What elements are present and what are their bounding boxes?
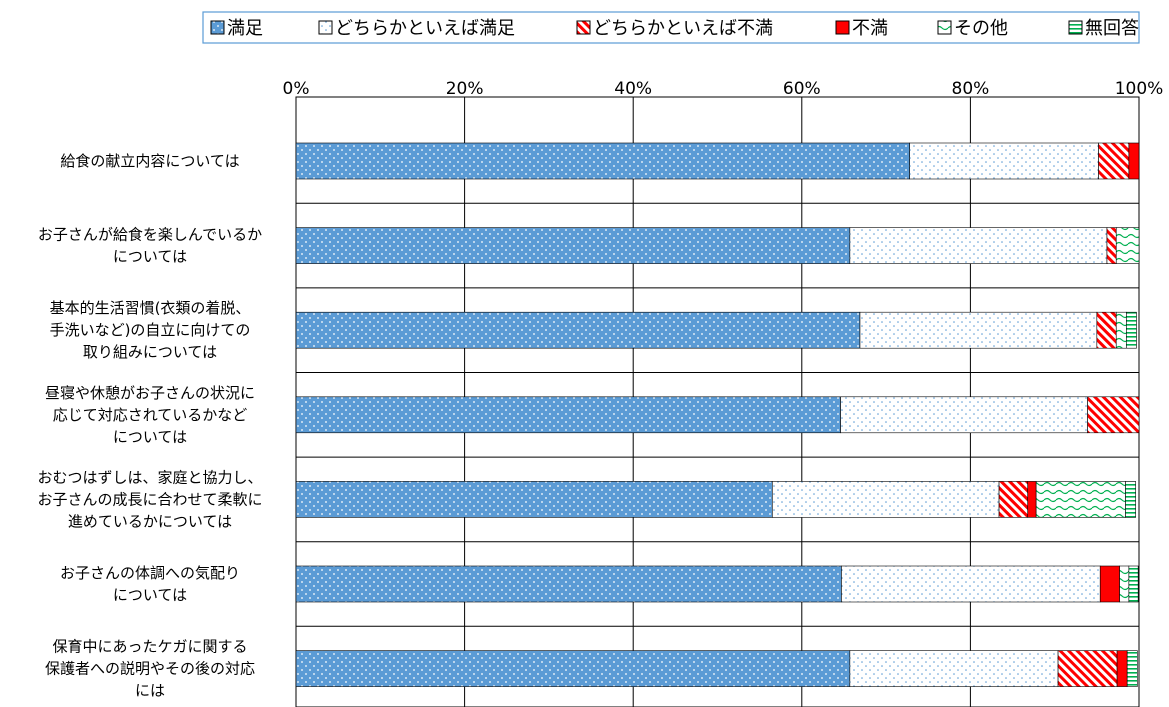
legend-label: 不満 [852,18,888,39]
bar-segment [1120,566,1129,602]
bar-segment [296,566,841,602]
x-tick-label: 20% [446,79,484,99]
bar-segment [850,651,1058,687]
x-tick-label: 40% [614,79,652,99]
legend-label: 満足 [227,18,263,39]
category-label: お子さんが給食を楽しんでいるかについては [38,226,262,266]
bar-segment [850,228,1107,264]
category-label: 保育中にあったケガに関する保護者への説明やその後の対応には [45,638,255,700]
bar-segment [1116,228,1139,264]
bar-segment [860,312,1097,348]
x-axis-ticks: 0% 20% 40% 60% 80% 100% [283,79,1164,99]
bar-segment [296,397,841,433]
bar-segment [296,143,910,179]
legend-swatch [1069,21,1082,34]
category-labels: 給食の献立内容についてはお子さんが給食を楽しんでいるかについては基本的生活習慣(… [37,152,262,700]
bar-segment [772,481,999,517]
bar-segment [1088,397,1139,433]
bar-segment [296,481,772,517]
bar-segment [1129,566,1138,602]
legend-swatch [319,21,332,34]
bar-segment [841,397,1088,433]
category-label: 基本的生活習慣(衣類の着脱、手洗いなど)の自立に向けての取り組みについては [50,299,251,361]
x-tick-label: 100% [1115,79,1164,99]
legend-label: 無回答 [1085,18,1139,39]
category-label: お子さんの体調への気配りについては [60,564,240,604]
legend-swatch [577,21,590,34]
bar-segment [1028,481,1036,517]
x-tick-label: 0% [283,79,310,99]
bar-segment [1100,566,1119,602]
bar-segment [1099,143,1129,179]
bar-segment [1116,312,1126,348]
legend-swatch [836,21,849,34]
bar-segment [1058,651,1117,687]
x-tick-label: 60% [783,79,821,99]
bar-segment [296,312,860,348]
legend-label: どちらかといえば満足 [335,18,515,39]
bar-segment [999,481,1028,517]
legend-label: どちらかといえば不満 [593,18,773,39]
bar-segment [1126,481,1136,517]
plot-area [296,97,1139,707]
bar-segment [1129,143,1139,179]
x-tick-label: 80% [952,79,990,99]
bar-segment [1126,312,1136,348]
bar-segment [1117,651,1127,687]
bar-segment [1036,481,1125,517]
bar-segment [1127,651,1137,687]
category-label: 昼寝や休憩がお子さんの状況に応じて対応されているかなどについては [45,384,255,446]
legend-label: その他 [954,18,1008,39]
legend-swatch [211,21,224,34]
bar-segment [1107,228,1116,264]
legend: 満足 どちらかといえば満足 どちらかといえば不満 不満 その他 無回答 [203,12,1139,43]
category-label: 給食の献立内容については [60,152,239,170]
bar-segment [841,566,1100,602]
bar-segment [296,651,850,687]
bar-segment [1097,312,1116,348]
category-label: おむつはずしは、家庭と協力し、お子さんの成長に合わせて柔軟に進めているかについて… [37,468,262,530]
legend-swatch [938,21,951,34]
bar-segment [296,228,850,264]
bar-segment [910,143,1099,179]
